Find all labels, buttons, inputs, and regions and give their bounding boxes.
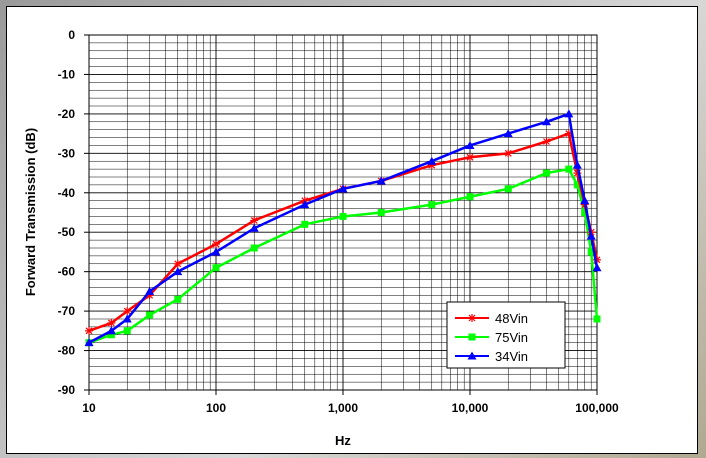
x-tick-label: 10,000 bbox=[452, 401, 489, 415]
x-axis-title: Hz bbox=[335, 433, 351, 448]
data-point-48vin bbox=[212, 240, 220, 249]
y-axis-title: Forward Transmission (dB) bbox=[23, 128, 38, 296]
data-point-34vin bbox=[173, 267, 183, 276]
data-point-48vin bbox=[173, 259, 182, 268]
y-tick-label: -10 bbox=[58, 67, 76, 81]
legend-marker-34vin bbox=[467, 351, 477, 360]
x-tick-label: 1,000 bbox=[328, 401, 358, 415]
data-point-48vin bbox=[107, 318, 116, 327]
data-point-75vin bbox=[174, 295, 182, 303]
data-point-34vin bbox=[376, 176, 386, 185]
data-point-48vin bbox=[542, 137, 551, 146]
line-chart: 0 -10 -20 -30 -40 -50 -60 -70 -80 -90 10 100 1,000 10… bbox=[23, 28, 619, 448]
data-point-75vin bbox=[377, 209, 385, 216]
y-tick-label: -70 bbox=[58, 304, 76, 318]
legend-label-75vin: 75Vin bbox=[495, 330, 528, 345]
data-point-75vin bbox=[212, 264, 220, 272]
legend-label-34vin: 34Vin bbox=[495, 349, 528, 364]
x-tick-label: 100 bbox=[206, 401, 226, 415]
data-point-34vin bbox=[211, 247, 221, 256]
data-point-34vin bbox=[580, 196, 590, 205]
data-point-48vin bbox=[466, 153, 474, 162]
data-point-75vin bbox=[542, 169, 550, 177]
data-point-75vin bbox=[565, 165, 573, 173]
data-point-34vin bbox=[592, 263, 602, 272]
data-point-34vin bbox=[465, 140, 475, 149]
data-point-75vin bbox=[573, 181, 581, 189]
data-point-75vin bbox=[339, 212, 347, 220]
data-point-75vin bbox=[593, 315, 601, 323]
data-point-75vin bbox=[581, 209, 589, 216]
data-point-34vin bbox=[586, 231, 596, 240]
data-point-34vin bbox=[249, 223, 259, 232]
data-point-34vin bbox=[84, 338, 94, 347]
legend-marker-48vin bbox=[468, 314, 476, 322]
data-point-48vin bbox=[504, 149, 513, 158]
y-tick-label: -30 bbox=[58, 146, 76, 160]
data-point-34vin bbox=[122, 314, 132, 323]
data-point-34vin bbox=[541, 117, 551, 126]
data-point-75vin bbox=[428, 201, 436, 209]
data-point-48vin bbox=[123, 307, 132, 316]
data-point-34vin bbox=[564, 109, 574, 118]
chart-frame: 0 -10 -20 -30 -40 -50 -60 -70 -80 -90 10 100 1,000 10… bbox=[6, 6, 698, 454]
data-point-34vin bbox=[145, 286, 155, 295]
y-tick-label: -50 bbox=[58, 225, 76, 239]
y-tick-label: -90 bbox=[58, 383, 76, 397]
data-point-34vin bbox=[503, 129, 513, 138]
series-34vin bbox=[84, 109, 602, 347]
data-point-34vin bbox=[572, 160, 582, 169]
data-point-75vin bbox=[301, 220, 309, 228]
data-point-75vin bbox=[504, 185, 512, 193]
data-point-75vin bbox=[123, 327, 131, 335]
x-tick-label: 10 bbox=[82, 401, 96, 415]
data-point-75vin bbox=[146, 311, 154, 319]
x-tick-label: 100,000 bbox=[575, 401, 619, 415]
data-point-34vin bbox=[106, 326, 116, 335]
y-tick-label: 0 bbox=[68, 28, 75, 42]
data-point-75vin bbox=[466, 193, 474, 201]
data-point-34vin bbox=[300, 200, 310, 209]
y-tick-label: -40 bbox=[58, 186, 76, 200]
y-tick-label: -20 bbox=[58, 107, 76, 121]
legend: 48Vin 75Vin 34Vin bbox=[446, 301, 566, 369]
y-tick-label: -60 bbox=[58, 265, 76, 279]
y-tick-label: -80 bbox=[58, 344, 76, 358]
data-point-48vin bbox=[85, 326, 93, 335]
data-point-75vin bbox=[587, 248, 595, 256]
data-point-75vin bbox=[107, 331, 115, 339]
data-point-34vin bbox=[427, 156, 437, 165]
data-point-75vin bbox=[250, 244, 258, 252]
data-point-34vin bbox=[338, 184, 348, 193]
legend-label-48vin: 48Vin bbox=[495, 311, 528, 326]
data-point-48vin bbox=[250, 216, 259, 225]
legend-marker-75vin bbox=[468, 333, 476, 341]
